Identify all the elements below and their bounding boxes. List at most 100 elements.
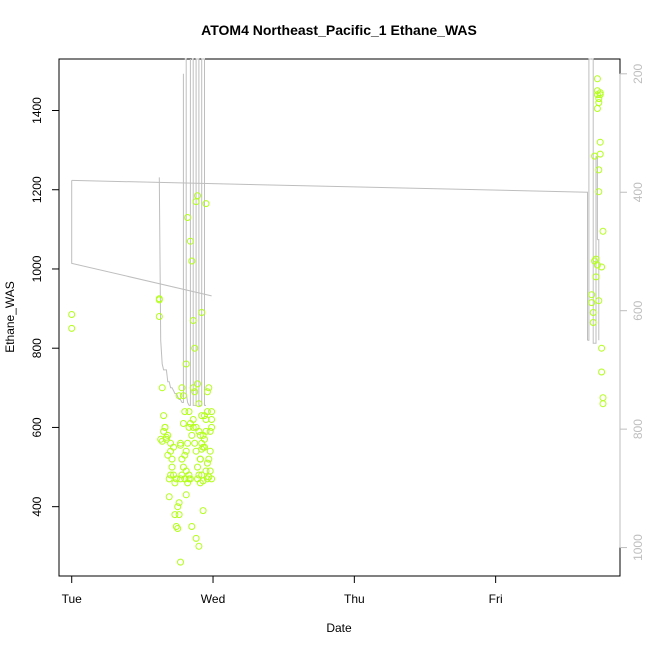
data-point — [177, 475, 184, 483]
data-point — [161, 423, 169, 431]
chart-title: ATOM4 Northeast_Pacific_1 Ethane_WAS — [201, 22, 477, 38]
data-point — [175, 511, 183, 519]
data-point — [182, 447, 190, 455]
data-point — [202, 427, 210, 435]
altitude-line-segment-10 — [203, 58, 206, 406]
y-right-tick-label: 1000 — [631, 534, 645, 561]
data-point — [595, 188, 603, 196]
data-point — [189, 384, 197, 392]
data-point — [160, 412, 168, 420]
data-point — [191, 439, 199, 447]
y-right-tick-label: 200 — [631, 63, 645, 83]
data-point — [599, 394, 607, 402]
data-point — [181, 408, 189, 416]
y-right-tick-label: 600 — [631, 300, 645, 320]
data-point — [182, 360, 190, 368]
data-point — [598, 368, 606, 376]
data-point — [208, 416, 216, 423]
data-point — [206, 427, 214, 435]
data-point — [172, 523, 180, 530]
data-point — [194, 463, 201, 471]
data-point — [68, 324, 76, 332]
data-point — [199, 507, 207, 515]
x-tick-label: Thu — [344, 592, 365, 606]
data-point — [588, 299, 596, 307]
data-point — [171, 479, 179, 487]
data-point — [593, 105, 601, 112]
altitude-line-segment-11 — [587, 58, 592, 341]
data-point — [596, 138, 604, 146]
y-tick-label: 1000 — [30, 255, 44, 282]
data-point — [195, 471, 203, 479]
y-right-tick-label: 800 — [631, 419, 645, 439]
data-point — [188, 257, 196, 265]
altitude-line-segment-7 — [194, 58, 198, 406]
data-point — [175, 499, 183, 507]
data-point — [595, 99, 603, 107]
data-point — [595, 297, 603, 305]
data-point — [598, 263, 606, 271]
altitude-series — [71, 58, 600, 406]
data-point — [195, 400, 203, 408]
altitude-line-segment-13 — [594, 156, 598, 344]
data-point — [155, 296, 163, 304]
ethane-points — [68, 75, 607, 566]
data-point — [179, 392, 187, 400]
data-point — [174, 525, 182, 532]
altitude-line-segment-3 — [181, 73, 184, 403]
data-point — [203, 388, 211, 396]
data-point — [177, 441, 184, 449]
data-point — [162, 435, 170, 443]
data-point — [589, 319, 597, 326]
data-point — [158, 384, 166, 392]
altitude-line-segment-5 — [189, 59, 191, 406]
altitude-line-segment-0 — [71, 180, 212, 297]
data-point — [172, 475, 180, 483]
data-point — [196, 431, 204, 439]
data-point — [177, 439, 184, 447]
data-point — [202, 200, 210, 208]
data-point — [198, 471, 206, 479]
data-point — [592, 273, 600, 281]
altitude-line-segment-8 — [197, 58, 201, 406]
data-point — [208, 408, 216, 416]
data-point — [591, 152, 599, 160]
data-point — [167, 471, 175, 479]
data-point — [593, 261, 601, 269]
data-point — [178, 384, 186, 392]
data-point — [191, 388, 199, 396]
data-point — [599, 400, 607, 408]
data-point — [205, 455, 213, 463]
data-point — [184, 214, 192, 221]
data-point — [68, 311, 76, 318]
data-point — [598, 344, 606, 352]
data-point — [195, 542, 203, 550]
data-point — [184, 439, 192, 447]
y-tick-label: 800 — [30, 338, 44, 358]
data-point — [174, 503, 182, 511]
y-axis: 400 600 800 1000 1200 1400 — [30, 97, 60, 517]
data-point — [194, 192, 201, 200]
altitude-line-segment-1 — [71, 179, 588, 341]
data-point — [196, 455, 204, 463]
plot-frame — [58, 58, 621, 577]
data-point — [202, 467, 210, 475]
data-point — [589, 309, 597, 316]
x-tick-label: Wed — [201, 592, 225, 606]
data-point — [208, 475, 216, 483]
data-point — [593, 75, 601, 83]
data-point — [192, 534, 200, 542]
data-point — [185, 408, 193, 416]
data-point — [191, 344, 199, 352]
data-point — [596, 150, 604, 158]
altitude-line-segment-2 — [158, 177, 183, 403]
data-point — [188, 523, 196, 530]
data-point — [198, 309, 206, 316]
y-tick-label: 400 — [30, 496, 44, 516]
data-point — [588, 291, 596, 299]
data-point — [192, 447, 200, 455]
data-point — [164, 431, 172, 439]
data-point — [194, 380, 201, 388]
x-tick-label: Fri — [489, 592, 503, 606]
